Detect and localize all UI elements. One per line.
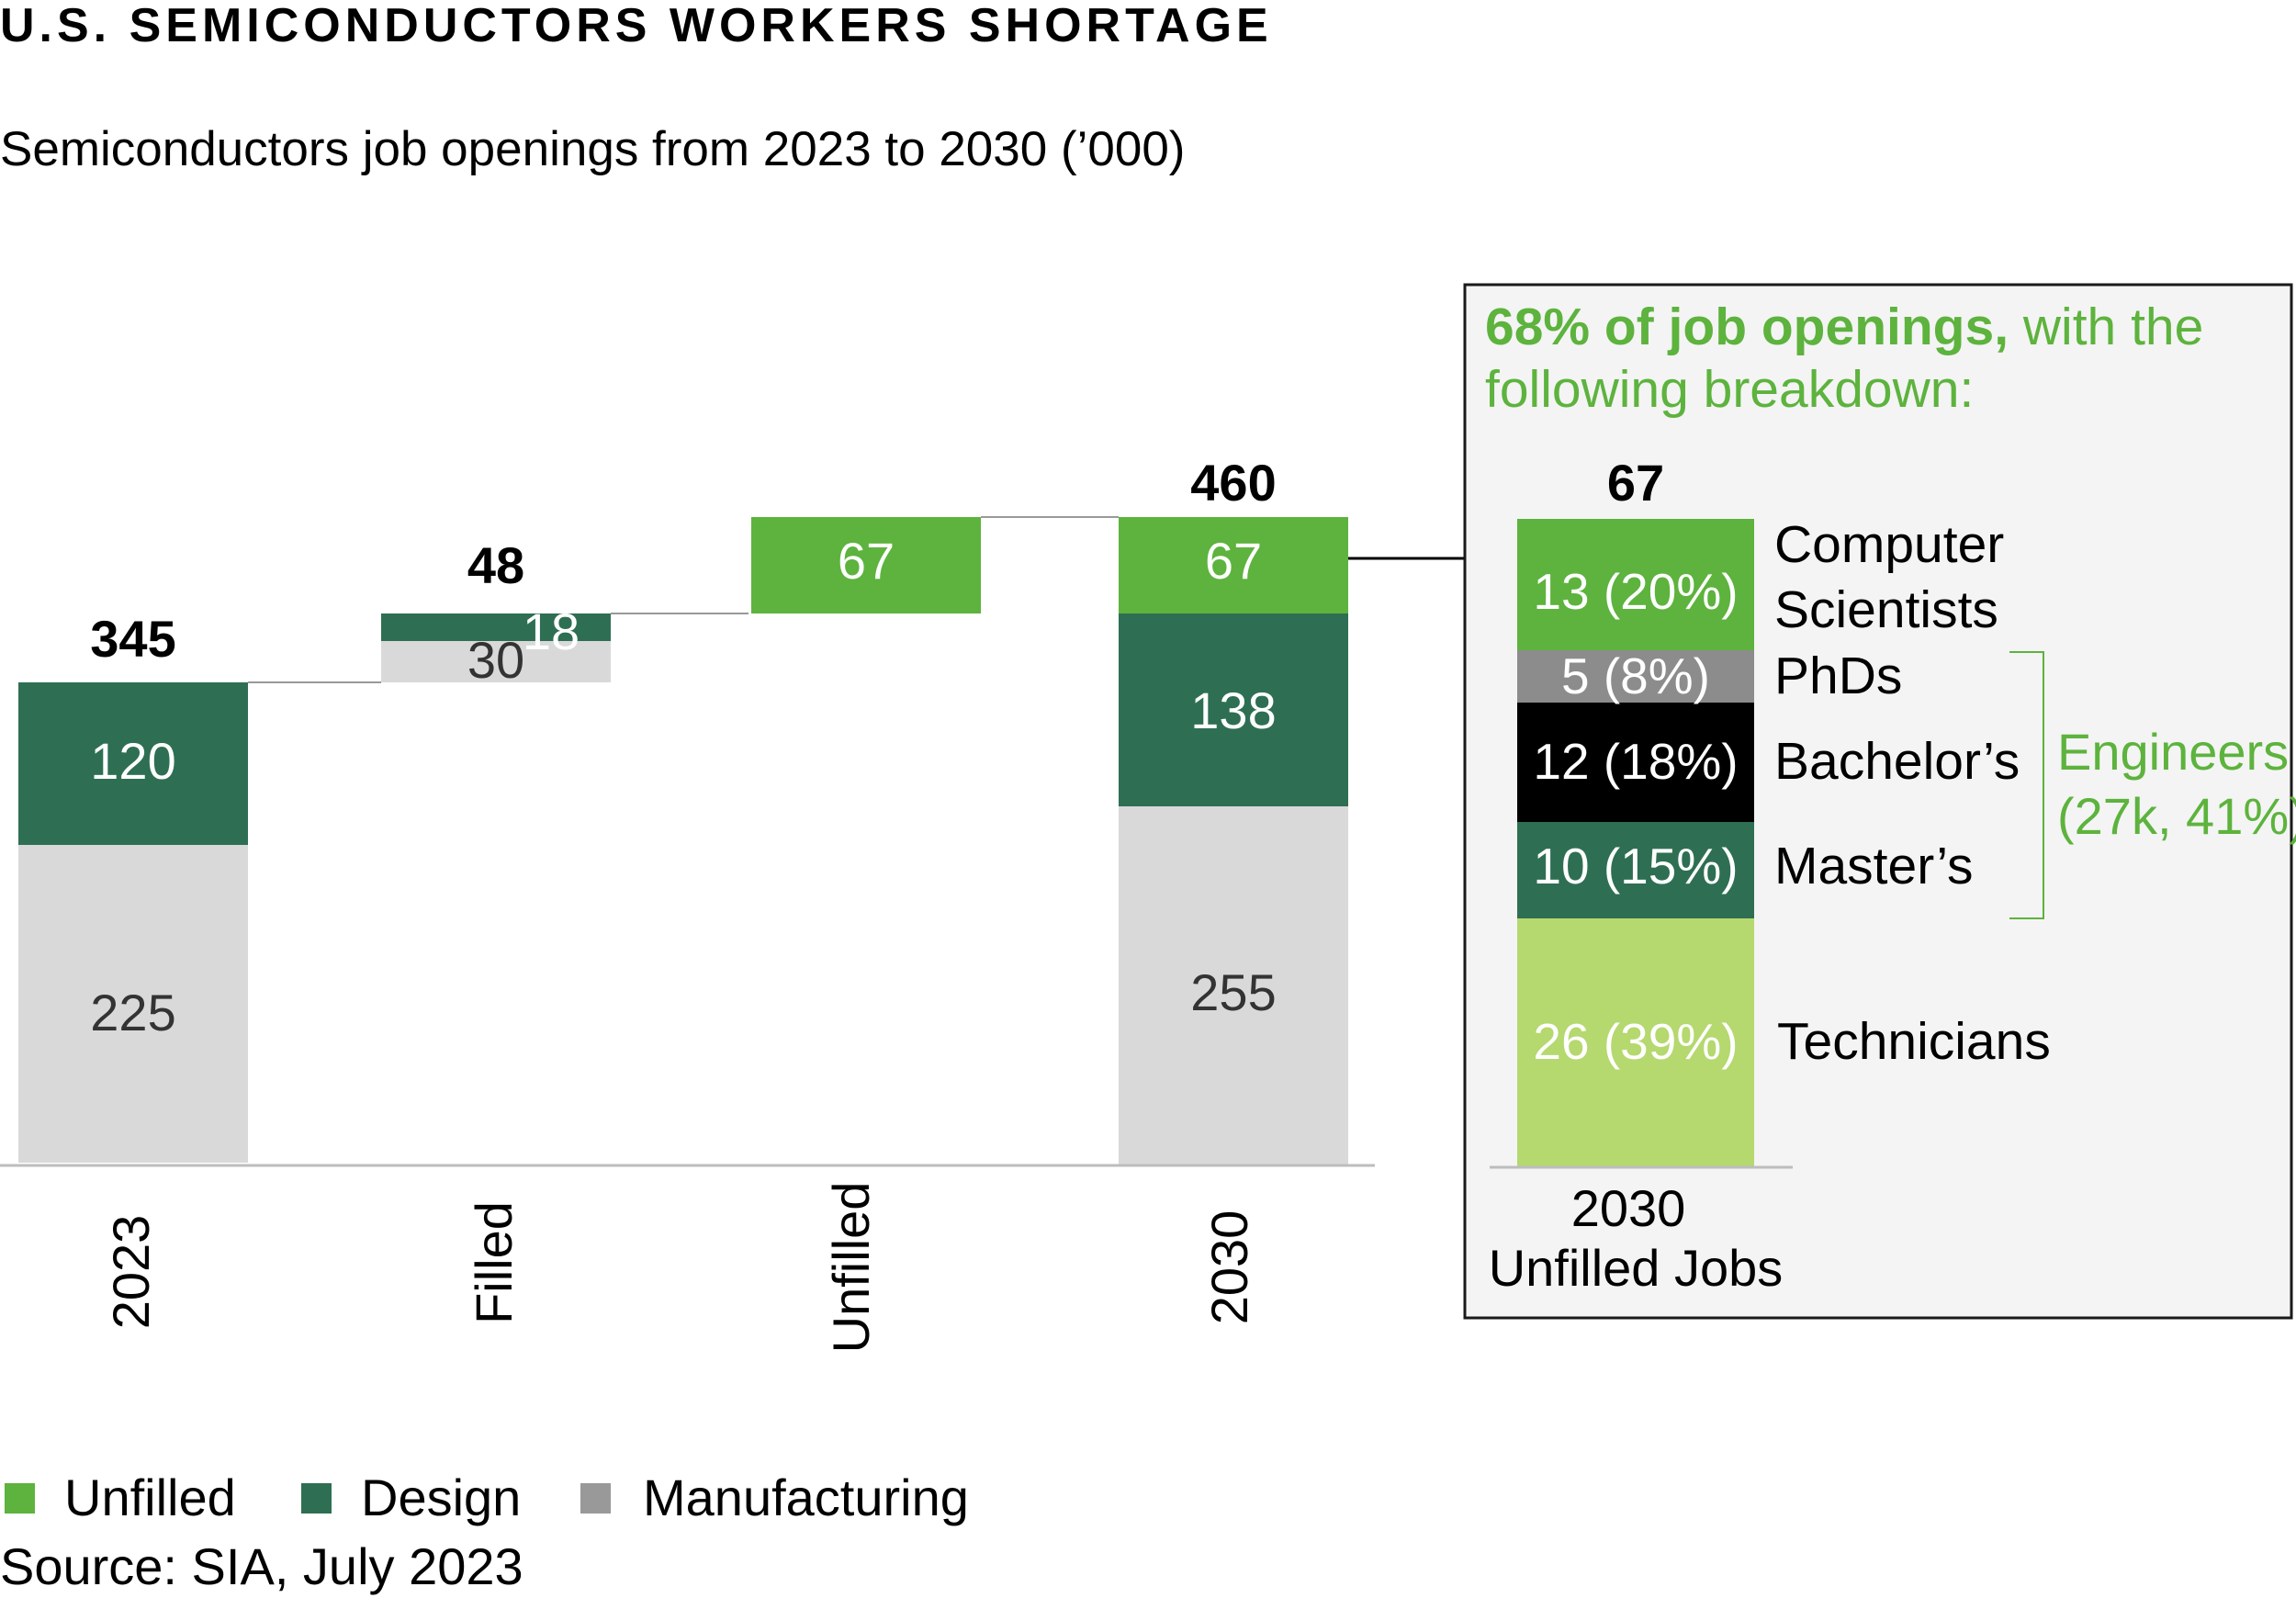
segment-computer-scientists xyxy=(1517,519,1754,650)
category-label-masters: Master’s xyxy=(1774,837,1973,895)
engineers-label-line1: Engineers xyxy=(2057,723,2289,781)
chart-title: U.S. SEMICONDUCTORS WORKERS SHORTAGE xyxy=(0,0,1273,52)
bar-filled-design-label: 18 xyxy=(523,602,580,660)
panel-x-label-line1: 2030 xyxy=(1571,1179,1686,1237)
x-tick-label-unfilled: Unfilled xyxy=(822,1182,880,1354)
panel-heading-line2: following breakdown: xyxy=(1485,360,1974,419)
source-note: Source: SIA, July 2023 xyxy=(0,1537,523,1595)
legend-label-design: Design xyxy=(361,1469,521,1526)
category-label-technicians: Technicians xyxy=(1777,1012,2051,1071)
bar-2030-design xyxy=(1119,613,1348,806)
waterfall-chart: 120 225 345 30 18 48 67 67 138 255 460 2… xyxy=(0,454,1375,1353)
segment-label-phds: 5 (8%) xyxy=(1561,647,1710,704)
bar-2023-total-label: 345 xyxy=(90,610,175,668)
breakdown-total-label: 67 xyxy=(1607,454,1664,512)
legend-label-manufacturing: Manufacturing xyxy=(643,1469,969,1526)
bar-2030-unfilled xyxy=(1119,517,1348,613)
panel-x-label-line2: Unfilled Jobs xyxy=(1489,1239,1784,1297)
segment-technicians xyxy=(1517,918,1754,1166)
breakdown-panel: 68% of job openings, with the following … xyxy=(1463,283,2296,1320)
bar-2030-total-label: 460 xyxy=(1190,454,1276,512)
segment-label-masters: 10 (15%) xyxy=(1533,838,1738,895)
category-label-computer-scientists-2: Scientists xyxy=(1774,580,1998,639)
segment-phds xyxy=(1517,650,1754,703)
bar-unfilled-unfilled xyxy=(751,517,981,613)
chart-subtitle: Semiconductors job openings from 2023 to… xyxy=(0,122,1185,176)
legend-swatch-design xyxy=(301,1483,332,1514)
x-tick-label-2030: 2030 xyxy=(1200,1210,1258,1325)
bar-2023-design xyxy=(18,682,248,845)
x-tick-label-filled: Filled xyxy=(465,1201,523,1324)
segment-label-computer-scientists: 13 (20%) xyxy=(1533,563,1738,620)
bar-filled-design xyxy=(381,613,611,641)
category-label-bachelors: Bachelor’s xyxy=(1774,732,2020,791)
engineers-bracket xyxy=(2009,651,2044,919)
legend: Unfilled Design Manufacturing xyxy=(5,1469,969,1526)
bar-2030-design-label: 138 xyxy=(1190,681,1276,739)
bar-2030-manufacturing-label: 255 xyxy=(1190,963,1276,1021)
legend-swatch-manufacturing xyxy=(580,1483,611,1514)
segment-masters xyxy=(1517,822,1754,918)
segment-label-bachelors: 12 (18%) xyxy=(1533,733,1738,790)
bar-2030-manufacturing xyxy=(1119,806,1348,1165)
category-label-computer-scientists-1: Computer xyxy=(1774,515,2004,574)
segment-label-technicians: 26 (39%) xyxy=(1533,1013,1738,1070)
bar-filled-manufacturing-label: 30 xyxy=(467,631,524,689)
panel-heading-line1: 68% of job openings, with the xyxy=(1485,298,2203,356)
x-tick-label-2023: 2023 xyxy=(102,1215,160,1330)
panel-heading-rest: with the xyxy=(2009,298,2203,356)
engineers-label-line2: (27k, 41%) xyxy=(2057,787,2296,845)
legend-swatch-unfilled xyxy=(5,1483,35,1514)
bar-2023-manufacturing-label: 225 xyxy=(90,984,175,1041)
bar-filled-manufacturing xyxy=(381,641,611,682)
segment-bachelors xyxy=(1517,703,1754,822)
legend-label-unfilled: Unfilled xyxy=(64,1469,236,1526)
category-label-phds: PhDs xyxy=(1774,647,1902,705)
bar-2023-manufacturing xyxy=(18,845,248,1163)
bar-unfilled-label: 67 xyxy=(838,532,895,590)
bar-2023-design-label: 120 xyxy=(90,732,175,790)
bar-filled-total-label: 48 xyxy=(467,536,524,594)
panel-heading-bold: 68% of job openings, xyxy=(1485,298,2009,356)
bar-2030-unfilled-label: 67 xyxy=(1205,532,1262,590)
